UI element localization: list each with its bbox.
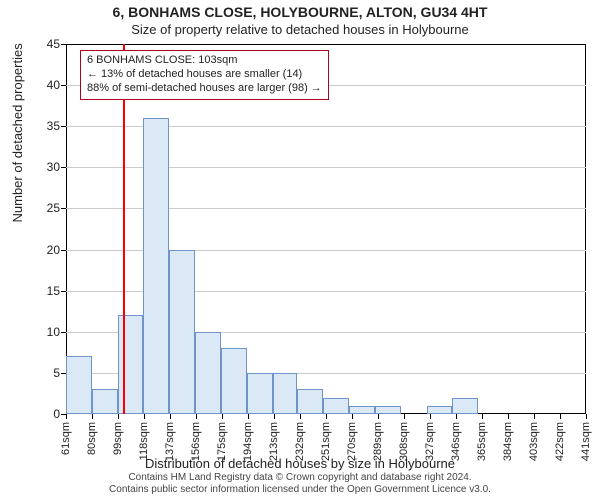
y-tick-label: 25 — [32, 201, 60, 215]
histogram-bar — [375, 406, 401, 414]
histogram-bar — [92, 389, 118, 414]
x-axis-label: Distribution of detached houses by size … — [0, 456, 600, 471]
histogram-bar — [221, 348, 247, 414]
y-tick-label: 20 — [32, 243, 60, 257]
y-tick-label: 30 — [32, 160, 60, 174]
annotation-box: 6 BONHAMS CLOSE: 103sqm ← 13% of detache… — [80, 50, 329, 100]
histogram-bar — [297, 389, 323, 414]
histogram-bar — [169, 250, 195, 414]
histogram-bar — [195, 332, 221, 414]
attribution-line: Contains HM Land Registry data © Crown c… — [0, 472, 600, 484]
y-tick-label: 10 — [32, 325, 60, 339]
histogram-bar — [143, 118, 169, 414]
chart-title: 6, BONHAMS CLOSE, HOLYBOURNE, ALTON, GU3… — [0, 4, 600, 20]
histogram-bar — [323, 398, 349, 414]
chart-subtitle: Size of property relative to detached ho… — [0, 22, 600, 37]
y-tick-label: 5 — [32, 366, 60, 380]
annotation-line: 88% of semi-detached houses are larger (… — [87, 82, 322, 96]
histogram-bar — [247, 373, 273, 414]
histogram-bar — [427, 406, 452, 414]
histogram-bar — [66, 356, 92, 414]
y-tick-label: 15 — [32, 284, 60, 298]
y-tick-label: 0 — [32, 407, 60, 421]
histogram-bar — [273, 373, 298, 414]
histogram-bar — [349, 406, 375, 414]
y-tick-label: 40 — [32, 78, 60, 92]
x-tick-label: 118sqm — [138, 422, 150, 460]
histogram-bar — [118, 315, 143, 414]
y-tick-label: 35 — [32, 119, 60, 133]
attribution: Contains HM Land Registry data © Crown c… — [0, 472, 600, 496]
annotation-line: 6 BONHAMS CLOSE: 103sqm — [87, 54, 322, 68]
annotation-line: ← 13% of detached houses are smaller (14… — [87, 68, 322, 82]
attribution-line: Contains public sector information licen… — [0, 484, 600, 496]
x-tick-label: 99sqm — [112, 422, 124, 455]
x-tick-label: 80sqm — [86, 422, 98, 455]
y-axis-label: Number of detached properties — [10, 43, 25, 222]
x-tick-label: 61sqm — [60, 422, 72, 455]
y-tick-label: 45 — [32, 37, 60, 51]
histogram-bar — [452, 398, 478, 414]
